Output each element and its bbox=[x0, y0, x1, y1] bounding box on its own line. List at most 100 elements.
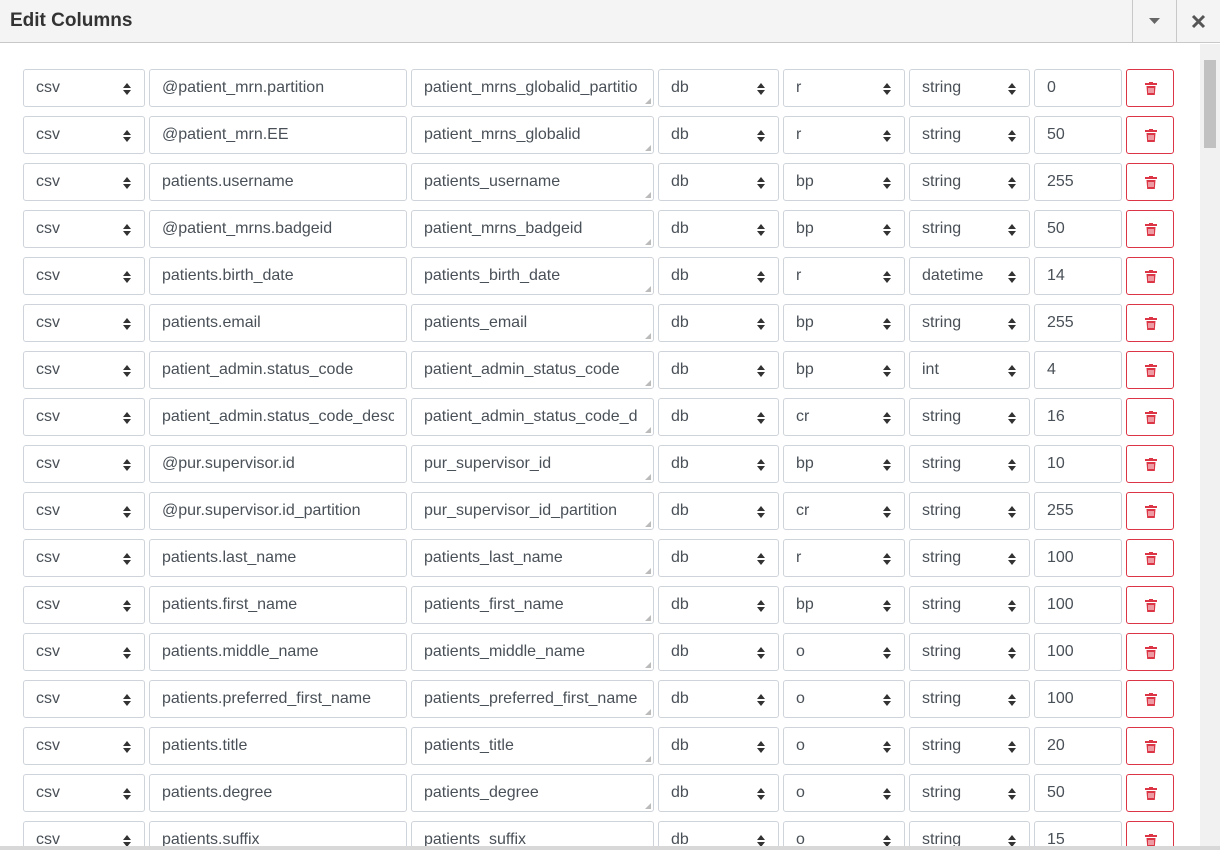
source-select[interactable]: csv bbox=[23, 821, 145, 846]
field-input[interactable]: patients.last_name bbox=[149, 539, 407, 577]
close-button[interactable] bbox=[1176, 0, 1219, 43]
collapse-button[interactable] bbox=[1132, 0, 1175, 43]
delete-button[interactable] bbox=[1126, 680, 1174, 718]
delete-button[interactable] bbox=[1126, 304, 1174, 342]
source-select[interactable]: csv bbox=[23, 398, 145, 436]
target-select[interactable]: db bbox=[658, 445, 779, 483]
target-select[interactable]: db bbox=[658, 304, 779, 342]
delete-button[interactable] bbox=[1126, 774, 1174, 812]
source-select[interactable]: csv bbox=[23, 586, 145, 624]
target-select[interactable]: db bbox=[658, 539, 779, 577]
source-select[interactable]: csv bbox=[23, 163, 145, 201]
column-textarea[interactable]: patients_middle_name bbox=[411, 633, 654, 671]
column-textarea[interactable]: patients_email bbox=[411, 304, 654, 342]
length-input[interactable]: 50 bbox=[1034, 116, 1122, 154]
type-select[interactable]: datetime bbox=[909, 257, 1030, 295]
field-input[interactable]: patients.username bbox=[149, 163, 407, 201]
source-select[interactable]: csv bbox=[23, 774, 145, 812]
length-input[interactable]: 100 bbox=[1034, 680, 1122, 718]
source-select[interactable]: csv bbox=[23, 304, 145, 342]
target-select[interactable]: db bbox=[658, 398, 779, 436]
column-textarea[interactable]: patient_mrns_badgeid bbox=[411, 210, 654, 248]
length-input[interactable]: 100 bbox=[1034, 586, 1122, 624]
length-input[interactable]: 15 bbox=[1034, 821, 1122, 846]
flag-select[interactable]: bp bbox=[783, 351, 905, 389]
type-select[interactable]: string bbox=[909, 680, 1030, 718]
scrollbar[interactable] bbox=[1200, 44, 1220, 846]
type-select[interactable]: string bbox=[909, 492, 1030, 530]
column-textarea[interactable]: patients_suffix bbox=[411, 821, 654, 846]
flag-select[interactable]: r bbox=[783, 69, 905, 107]
type-select[interactable]: string bbox=[909, 116, 1030, 154]
delete-button[interactable] bbox=[1126, 398, 1174, 436]
column-textarea[interactable]: pur_supervisor_id bbox=[411, 445, 654, 483]
source-select[interactable]: csv bbox=[23, 257, 145, 295]
target-select[interactable]: db bbox=[658, 116, 779, 154]
target-select[interactable]: db bbox=[658, 680, 779, 718]
target-select[interactable]: db bbox=[658, 257, 779, 295]
field-input[interactable]: patients.birth_date bbox=[149, 257, 407, 295]
source-select[interactable]: csv bbox=[23, 116, 145, 154]
length-input[interactable]: 4 bbox=[1034, 351, 1122, 389]
field-input[interactable]: @pur.supervisor.id bbox=[149, 445, 407, 483]
source-select[interactable]: csv bbox=[23, 351, 145, 389]
field-input[interactable]: @pur.supervisor.id_partition bbox=[149, 492, 407, 530]
delete-button[interactable] bbox=[1126, 351, 1174, 389]
field-input[interactable]: patients.title bbox=[149, 727, 407, 765]
length-input[interactable]: 255 bbox=[1034, 492, 1122, 530]
length-input[interactable]: 50 bbox=[1034, 210, 1122, 248]
length-input[interactable]: 0 bbox=[1034, 69, 1122, 107]
flag-select[interactable]: bp bbox=[783, 445, 905, 483]
type-select[interactable]: string bbox=[909, 163, 1030, 201]
flag-select[interactable]: r bbox=[783, 257, 905, 295]
type-select[interactable]: string bbox=[909, 586, 1030, 624]
delete-button[interactable] bbox=[1126, 586, 1174, 624]
field-input[interactable]: patient_admin.status_code bbox=[149, 351, 407, 389]
field-input[interactable]: patients.suffix bbox=[149, 821, 407, 846]
source-select[interactable]: csv bbox=[23, 633, 145, 671]
target-select[interactable]: db bbox=[658, 774, 779, 812]
delete-button[interactable] bbox=[1126, 727, 1174, 765]
flag-select[interactable]: cr bbox=[783, 492, 905, 530]
target-select[interactable]: db bbox=[658, 492, 779, 530]
column-textarea[interactable]: patients_first_name bbox=[411, 586, 654, 624]
flag-select[interactable]: bp bbox=[783, 304, 905, 342]
field-input[interactable]: @patient_mrn.EE bbox=[149, 116, 407, 154]
source-select[interactable]: csv bbox=[23, 492, 145, 530]
length-input[interactable]: 255 bbox=[1034, 304, 1122, 342]
source-select[interactable]: csv bbox=[23, 69, 145, 107]
column-textarea[interactable]: patient_mrns_globalid_partitio bbox=[411, 69, 654, 107]
target-select[interactable]: db bbox=[658, 586, 779, 624]
type-select[interactable]: int bbox=[909, 351, 1030, 389]
flag-select[interactable]: cr bbox=[783, 398, 905, 436]
type-select[interactable]: string bbox=[909, 69, 1030, 107]
field-input[interactable]: patients.degree bbox=[149, 774, 407, 812]
column-textarea[interactable]: patient_admin_status_code bbox=[411, 351, 654, 389]
type-select[interactable]: string bbox=[909, 210, 1030, 248]
flag-select[interactable]: r bbox=[783, 539, 905, 577]
field-input[interactable]: patient_admin.status_code_desc bbox=[149, 398, 407, 436]
length-input[interactable]: 20 bbox=[1034, 727, 1122, 765]
delete-button[interactable] bbox=[1126, 69, 1174, 107]
length-input[interactable]: 100 bbox=[1034, 633, 1122, 671]
scrollbar-thumb[interactable] bbox=[1204, 60, 1216, 148]
field-input[interactable]: patients.middle_name bbox=[149, 633, 407, 671]
length-input[interactable]: 255 bbox=[1034, 163, 1122, 201]
type-select[interactable]: string bbox=[909, 398, 1030, 436]
delete-button[interactable] bbox=[1126, 445, 1174, 483]
source-select[interactable]: csv bbox=[23, 680, 145, 718]
delete-button[interactable] bbox=[1126, 539, 1174, 577]
column-textarea[interactable]: patients_preferred_first_name bbox=[411, 680, 654, 718]
flag-select[interactable]: o bbox=[783, 680, 905, 718]
length-input[interactable]: 16 bbox=[1034, 398, 1122, 436]
source-select[interactable]: csv bbox=[23, 727, 145, 765]
flag-select[interactable]: o bbox=[783, 774, 905, 812]
type-select[interactable]: string bbox=[909, 445, 1030, 483]
delete-button[interactable] bbox=[1126, 116, 1174, 154]
column-textarea[interactable]: patients_birth_date bbox=[411, 257, 654, 295]
target-select[interactable]: db bbox=[658, 821, 779, 846]
column-textarea[interactable]: patients_last_name bbox=[411, 539, 654, 577]
field-input[interactable]: @patient_mrn.partition bbox=[149, 69, 407, 107]
delete-button[interactable] bbox=[1126, 633, 1174, 671]
target-select[interactable]: db bbox=[658, 210, 779, 248]
